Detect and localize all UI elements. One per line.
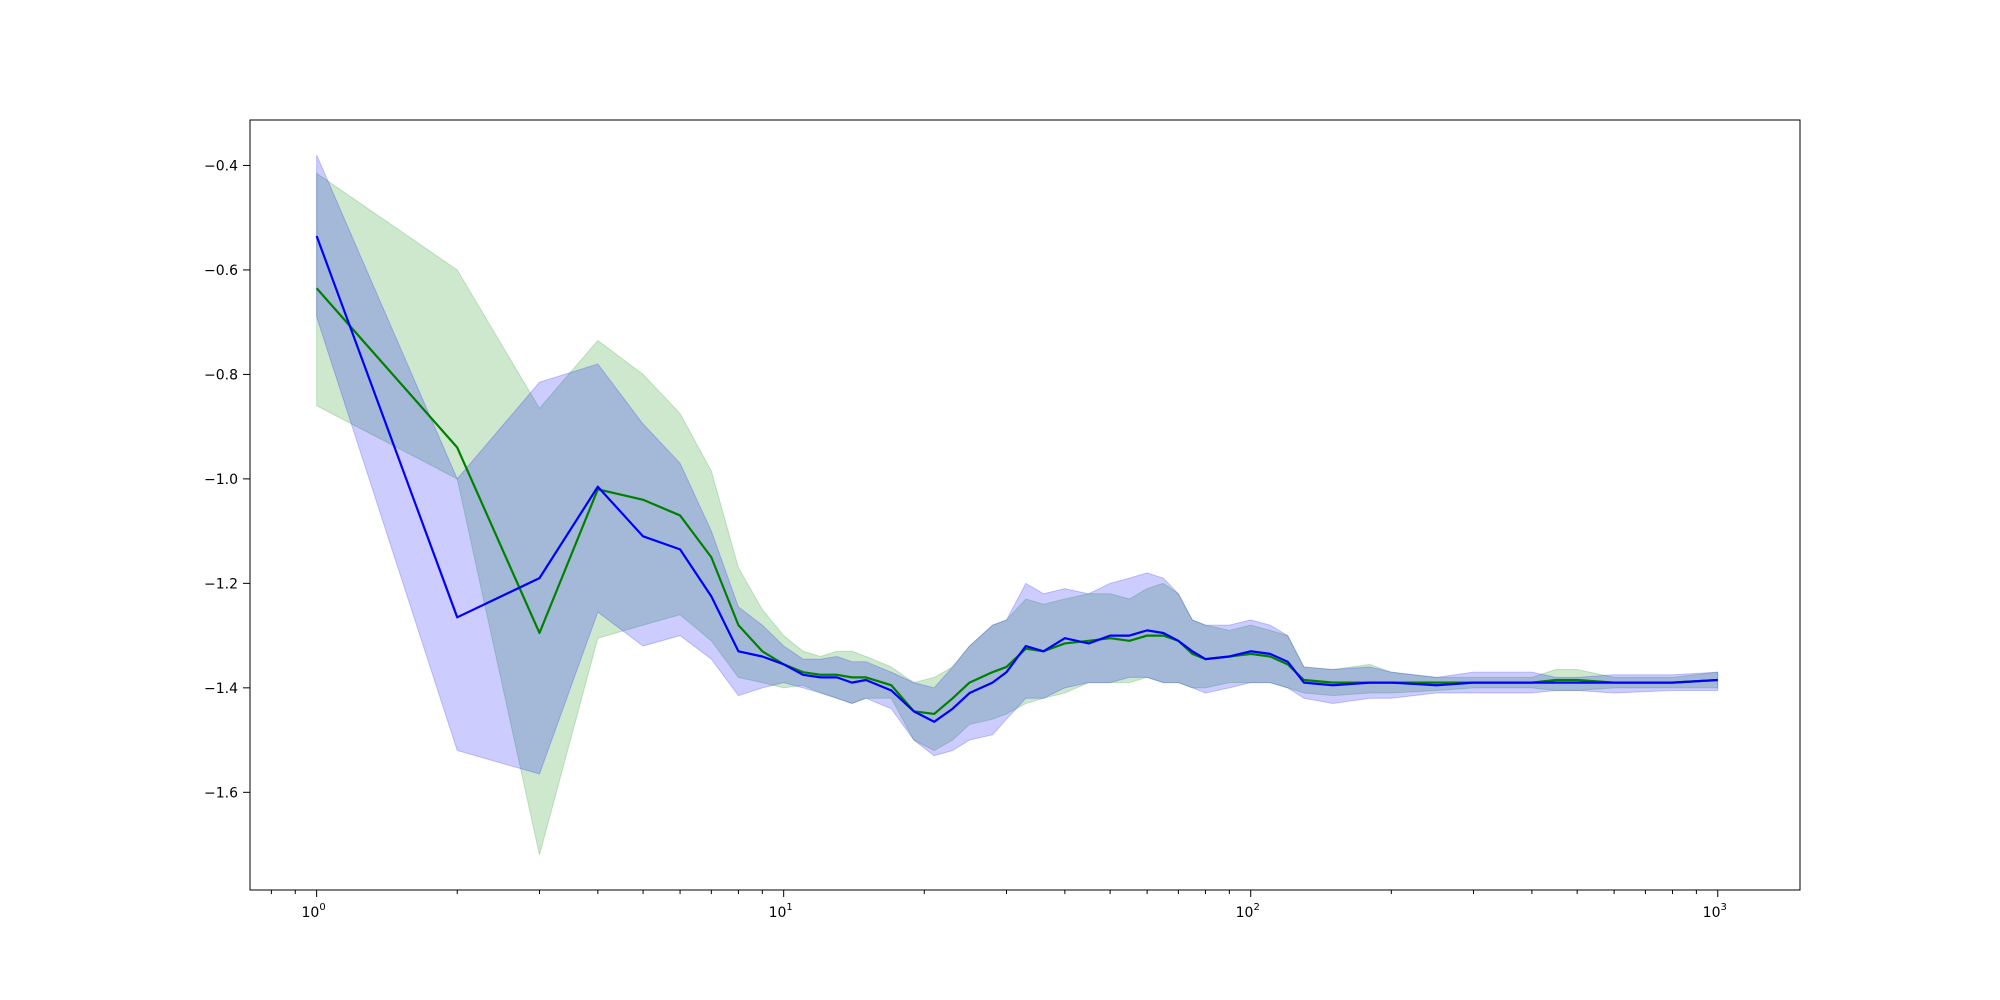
series-1-line xyxy=(315,235,1718,723)
plot-area xyxy=(250,120,1800,890)
x-tick-label: 102 xyxy=(1236,902,1260,921)
confidence-bands xyxy=(316,154,1719,856)
y-tick-label: −0.4 xyxy=(204,158,238,174)
y-tick-label: −0.8 xyxy=(204,367,238,383)
y-tick-label: −1.6 xyxy=(204,785,238,801)
y-tick-label: −1.4 xyxy=(204,681,238,697)
series-0-band xyxy=(316,172,1719,856)
x-tick-label: 101 xyxy=(769,902,793,921)
plot-frame xyxy=(249,119,1801,891)
x-tick-label: 100 xyxy=(302,902,326,921)
x-tick-label: 103 xyxy=(1703,902,1727,921)
series-1-band xyxy=(316,154,1719,775)
x-axis: 100 101 102 103 xyxy=(270,890,1727,921)
y-axis: −0.4 −0.6 −0.8 −1.0 −1.2 −1.4 −1.6 xyxy=(204,158,250,801)
y-tick-label: −1.0 xyxy=(204,472,238,488)
y-tick-label: −1.2 xyxy=(204,576,238,592)
y-tick-label: −0.6 xyxy=(204,263,238,279)
series-lines xyxy=(315,235,1718,723)
